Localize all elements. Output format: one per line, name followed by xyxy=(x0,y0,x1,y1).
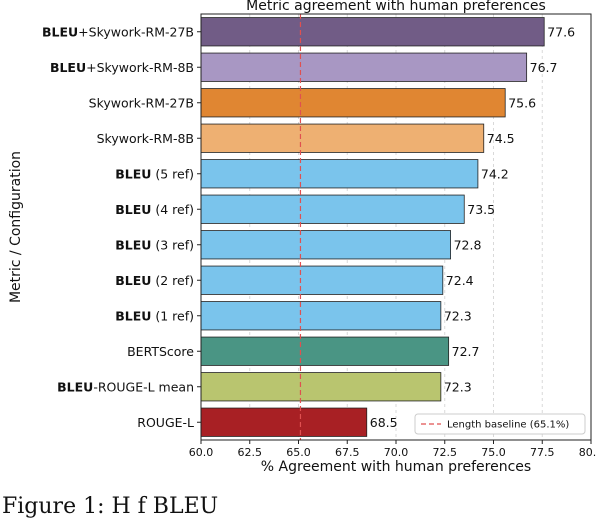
category-label: BLEU (4 ref) xyxy=(115,202,194,217)
x-axis-label: % Agreement with human preferences xyxy=(261,459,531,475)
value-label: 72.8 xyxy=(454,237,482,252)
value-label: 74.5 xyxy=(487,131,515,146)
bar xyxy=(200,301,442,331)
x-tick-label: 62.5 xyxy=(238,446,263,459)
category-label: Skywork-RM-27B xyxy=(89,95,194,110)
category-label: BLEU (3 ref) xyxy=(115,237,194,252)
bar-chart: BLEU+Skywork-RM-27B BLEU+Skywork-RM-8B Sky… xyxy=(8,0,596,475)
value-label: 73.5 xyxy=(467,202,495,217)
x-tick-label: 75.0 xyxy=(481,446,506,459)
legend-label: Length baseline (65.1%) xyxy=(447,420,569,431)
bar xyxy=(200,123,485,153)
value-label: 72.4 xyxy=(446,273,474,288)
x-tick-label: 72.5 xyxy=(433,446,458,459)
x-tick-label: 67.5 xyxy=(335,446,360,459)
value-label: 74.2 xyxy=(481,166,509,181)
bar xyxy=(200,88,506,118)
value-label: 76.7 xyxy=(530,60,558,75)
bar xyxy=(200,194,465,224)
legend: Length baseline (65.1%) xyxy=(414,413,586,435)
grid-lines xyxy=(249,14,543,440)
x-tick-label: 77.5 xyxy=(530,446,555,459)
bars xyxy=(200,17,545,437)
category-labels: BLEU+Skywork-RM-27B BLEU+Skywork-RM-8B Sky… xyxy=(42,24,201,430)
category-label: BLEU (5 ref) xyxy=(115,166,194,181)
category-label: ROUGE-L xyxy=(137,415,194,430)
plot-frame xyxy=(200,13,592,441)
value-label: 68.5 xyxy=(370,415,398,430)
y-axis-label: Metric / Configuration xyxy=(8,151,24,303)
value-label: 72.3 xyxy=(444,379,472,394)
bar xyxy=(200,336,450,366)
x-tick-label: 80.0 xyxy=(579,446,596,459)
legend-box xyxy=(414,413,586,435)
bar xyxy=(200,265,444,295)
value-labels: 77.6 76.7 75.6 74.5 74.2 73.5 72.8 72.4 72.3 72.7… xyxy=(370,24,575,430)
category-label: Skywork-RM-8B xyxy=(97,131,194,146)
value-label: 75.6 xyxy=(508,95,536,110)
category-label: BLEU (1 ref) xyxy=(115,308,194,323)
value-label: 72.7 xyxy=(452,344,480,359)
bar xyxy=(200,159,479,189)
bar xyxy=(200,372,442,402)
x-tick-label: 70.0 xyxy=(384,446,409,459)
category-label: BERTScore xyxy=(127,344,194,359)
x-tick-label: 60.0 xyxy=(189,446,214,459)
bar xyxy=(200,52,528,82)
category-label: BLEU (2 ref) xyxy=(115,273,194,288)
x-tick-labels: 60.0 62.5 65.0 67.5 70.0 72.5 75.0 77.5 80.0 xyxy=(189,440,596,459)
category-label: BLEU-ROUGE-L mean xyxy=(57,379,194,394)
category-label: BLEU+Skywork-RM-27B xyxy=(42,24,194,39)
chart-title: Metric agreement with human preferences xyxy=(246,0,546,14)
category-label: BLEU+Skywork-RM-8B xyxy=(50,60,194,75)
bar xyxy=(200,17,545,47)
bar xyxy=(200,407,368,437)
value-label: 77.6 xyxy=(547,24,575,39)
value-label: 72.3 xyxy=(444,308,472,323)
bar xyxy=(200,230,452,260)
x-tick-label: 65.0 xyxy=(286,446,311,459)
figure-caption: Figure 1: H f BLEU xyxy=(2,494,219,519)
